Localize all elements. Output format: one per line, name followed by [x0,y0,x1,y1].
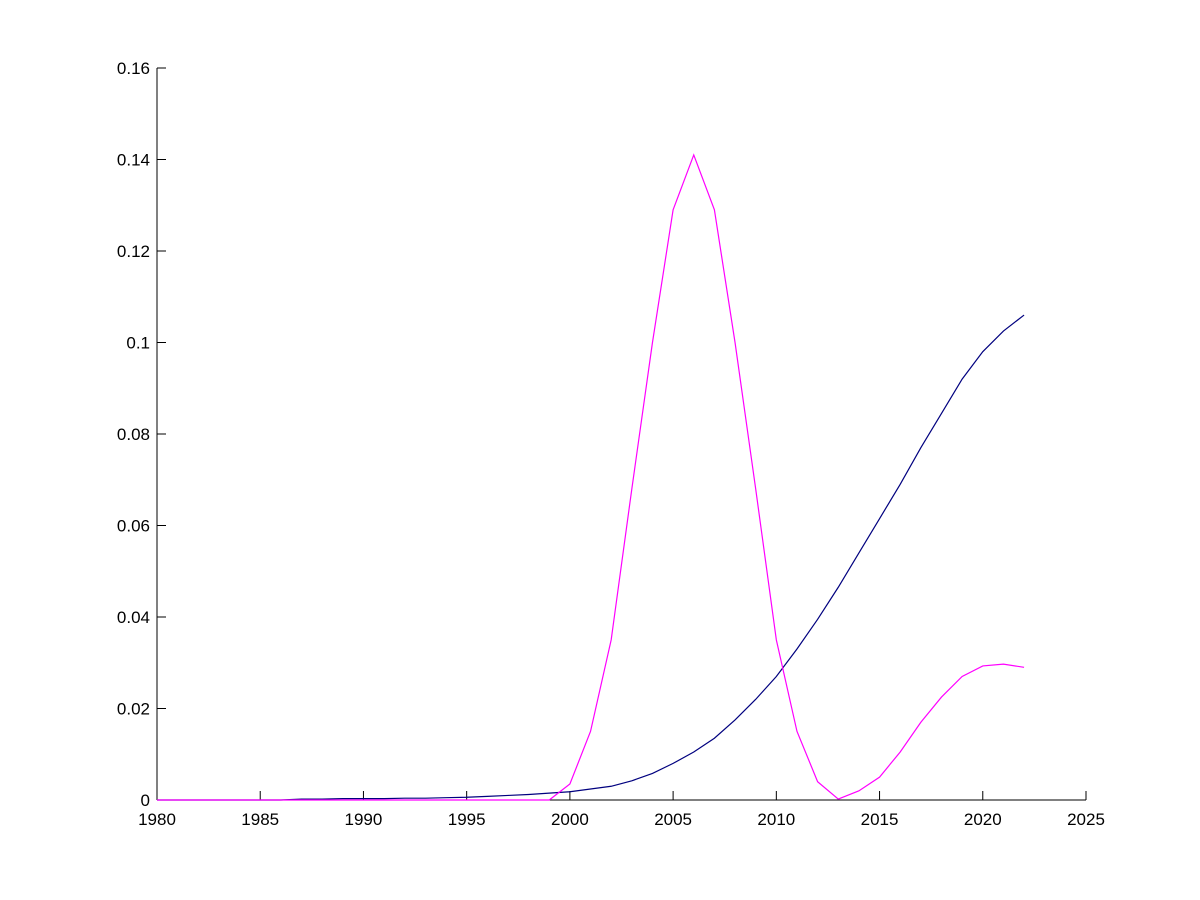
x-tick-label: 2005 [654,810,692,829]
x-tick-label: 1990 [345,810,383,829]
x-tick-label: 2010 [757,810,795,829]
y-tick-label: 0.16 [117,59,150,78]
y-tick-label: 0.04 [117,608,150,627]
y-tick-label: 0.08 [117,425,150,444]
y-tick-label: 0.1 [126,334,150,353]
x-tick-label: 2025 [1067,810,1105,829]
y-tick-label: 0.14 [117,151,150,170]
y-tick-label: 0 [141,791,150,810]
y-tick-label: 0.12 [117,242,150,261]
series-line [157,153,1025,801]
x-tick-label: 1985 [241,810,279,829]
y-tick-label: 0.02 [117,700,150,719]
x-tick-label: 2015 [861,810,899,829]
y-tick-label: 0.06 [117,517,150,536]
x-tick-label: 2020 [964,810,1002,829]
x-tick-label: 1995 [448,810,486,829]
x-tick-label: 2000 [551,810,589,829]
series-line [157,314,1025,801]
x-tick-label: 1980 [138,810,176,829]
